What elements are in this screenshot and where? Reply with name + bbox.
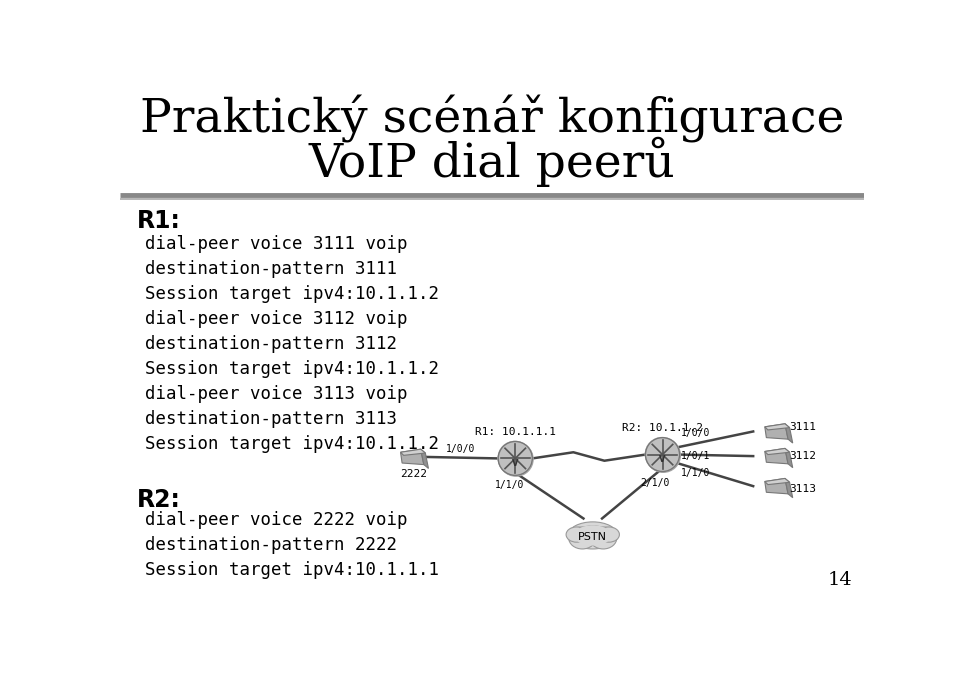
Ellipse shape [598,527,619,542]
Text: 1/1/0: 1/1/0 [494,480,524,490]
Text: 1/0/1: 1/0/1 [681,451,710,461]
Circle shape [646,439,681,473]
Polygon shape [400,449,423,464]
Polygon shape [420,449,428,468]
Text: Praktický scénář konfigurace: Praktický scénář konfigurace [140,95,844,143]
Polygon shape [765,424,789,430]
Ellipse shape [568,522,617,549]
Text: R2: 10.1.1.2: R2: 10.1.1.2 [622,423,703,433]
Ellipse shape [574,525,612,546]
Ellipse shape [566,527,588,542]
Text: 1/1/0: 1/1/0 [681,468,710,478]
Text: V: V [660,455,665,464]
Polygon shape [765,479,789,485]
Polygon shape [400,449,425,456]
Polygon shape [785,479,793,498]
Polygon shape [765,479,788,494]
Ellipse shape [568,527,596,549]
Circle shape [499,442,533,476]
Circle shape [498,442,532,475]
Polygon shape [765,448,788,464]
Text: PSTN: PSTN [578,532,608,542]
Polygon shape [785,424,793,443]
Text: dial-peer voice 2222 voip
destination-pattern 2222
Session target ipv4:10.1.1.1: dial-peer voice 2222 voip destination-pa… [145,511,439,579]
Polygon shape [765,424,788,439]
Text: R1: 10.1.1.1: R1: 10.1.1.1 [475,427,556,437]
Ellipse shape [589,527,617,549]
Text: 3113: 3113 [789,484,816,494]
Circle shape [645,437,680,471]
Text: 3112: 3112 [789,451,816,461]
Ellipse shape [577,526,609,544]
Text: dial-peer voice 3111 voip
destination-pattern 3111
Session target ipv4:10.1.1.2
: dial-peer voice 3111 voip destination-pa… [145,235,439,453]
Text: V: V [512,459,518,468]
Polygon shape [765,448,789,454]
Circle shape [645,437,678,470]
Text: 2222: 2222 [400,469,427,479]
Text: VoIP dial peerů: VoIP dial peerů [308,137,676,187]
Text: 14: 14 [828,571,852,589]
Circle shape [646,438,679,471]
Circle shape [498,441,532,475]
Text: R1:: R1: [137,209,180,233]
Text: 1/0/0: 1/0/0 [446,444,475,454]
Text: 1/0/0: 1/0/0 [681,428,710,438]
Text: R2:: R2: [137,487,180,512]
Circle shape [498,441,531,474]
Text: 3111: 3111 [789,422,816,432]
Text: 2/1/0: 2/1/0 [641,478,670,487]
Polygon shape [785,448,793,468]
